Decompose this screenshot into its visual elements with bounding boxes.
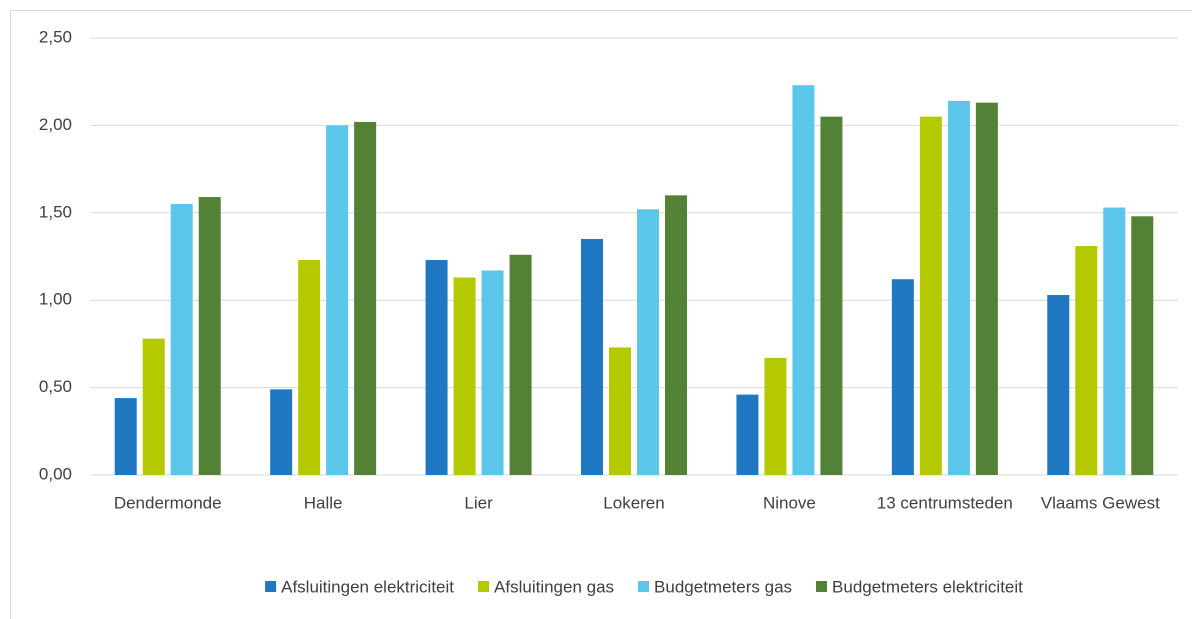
bar [1131, 216, 1154, 475]
x-tick-label: Ninove [763, 493, 816, 512]
legend-label: Budgetmeters gas [654, 577, 792, 596]
bar [609, 347, 631, 475]
bar [425, 259, 448, 475]
bar [509, 254, 532, 475]
bar [975, 102, 998, 476]
bar [947, 100, 970, 475]
bar [891, 279, 914, 475]
bar [270, 389, 293, 475]
bar [665, 195, 687, 475]
bar [114, 398, 137, 475]
bar [326, 125, 349, 476]
legend-swatch [478, 581, 490, 592]
bar [1075, 246, 1098, 475]
bar [298, 259, 321, 475]
x-tick-label: 13 centrumsteden [877, 493, 1013, 512]
bar [354, 121, 377, 476]
legend-label: Afsluitingen elektriciteit [281, 577, 454, 596]
bar [1103, 207, 1126, 475]
bar [764, 357, 787, 475]
bar [453, 277, 476, 475]
legend-label: Budgetmeters elektriciteit [832, 577, 1023, 596]
legend-swatch [265, 581, 277, 592]
bar [198, 197, 221, 475]
bar [142, 338, 165, 475]
x-tick-label: Halle [304, 493, 343, 512]
bar [637, 209, 659, 475]
y-tick-label: 2,00 [39, 115, 72, 134]
legend-label: Afsluitingen gas [494, 577, 614, 596]
legend: Afsluitingen elektriciteit Afsluitingen g… [265, 577, 1023, 596]
y-tick-label: 2,50 [39, 27, 72, 46]
y-tick-label: 1,00 [39, 290, 72, 309]
bar [919, 116, 942, 475]
bar [581, 239, 603, 475]
x-tick-label: Lokeren [603, 493, 664, 512]
legend-swatch [816, 581, 828, 592]
x-tick-label: Vlaams Gewest [1041, 493, 1160, 512]
bar [736, 394, 759, 475]
y-tick-label: 0,00 [39, 464, 72, 483]
y-tick-label: 0,50 [39, 377, 72, 396]
chart-border [10, 10, 1192, 619]
bar [792, 85, 815, 476]
bar [481, 270, 504, 475]
y-tick-label: 1,50 [39, 202, 72, 221]
x-tick-label: Dendermonde [114, 493, 222, 512]
bar [1047, 294, 1070, 475]
bar [170, 204, 193, 475]
x-tick-label: Lier [464, 493, 493, 512]
bar [820, 116, 843, 475]
legend-swatch [638, 581, 650, 592]
